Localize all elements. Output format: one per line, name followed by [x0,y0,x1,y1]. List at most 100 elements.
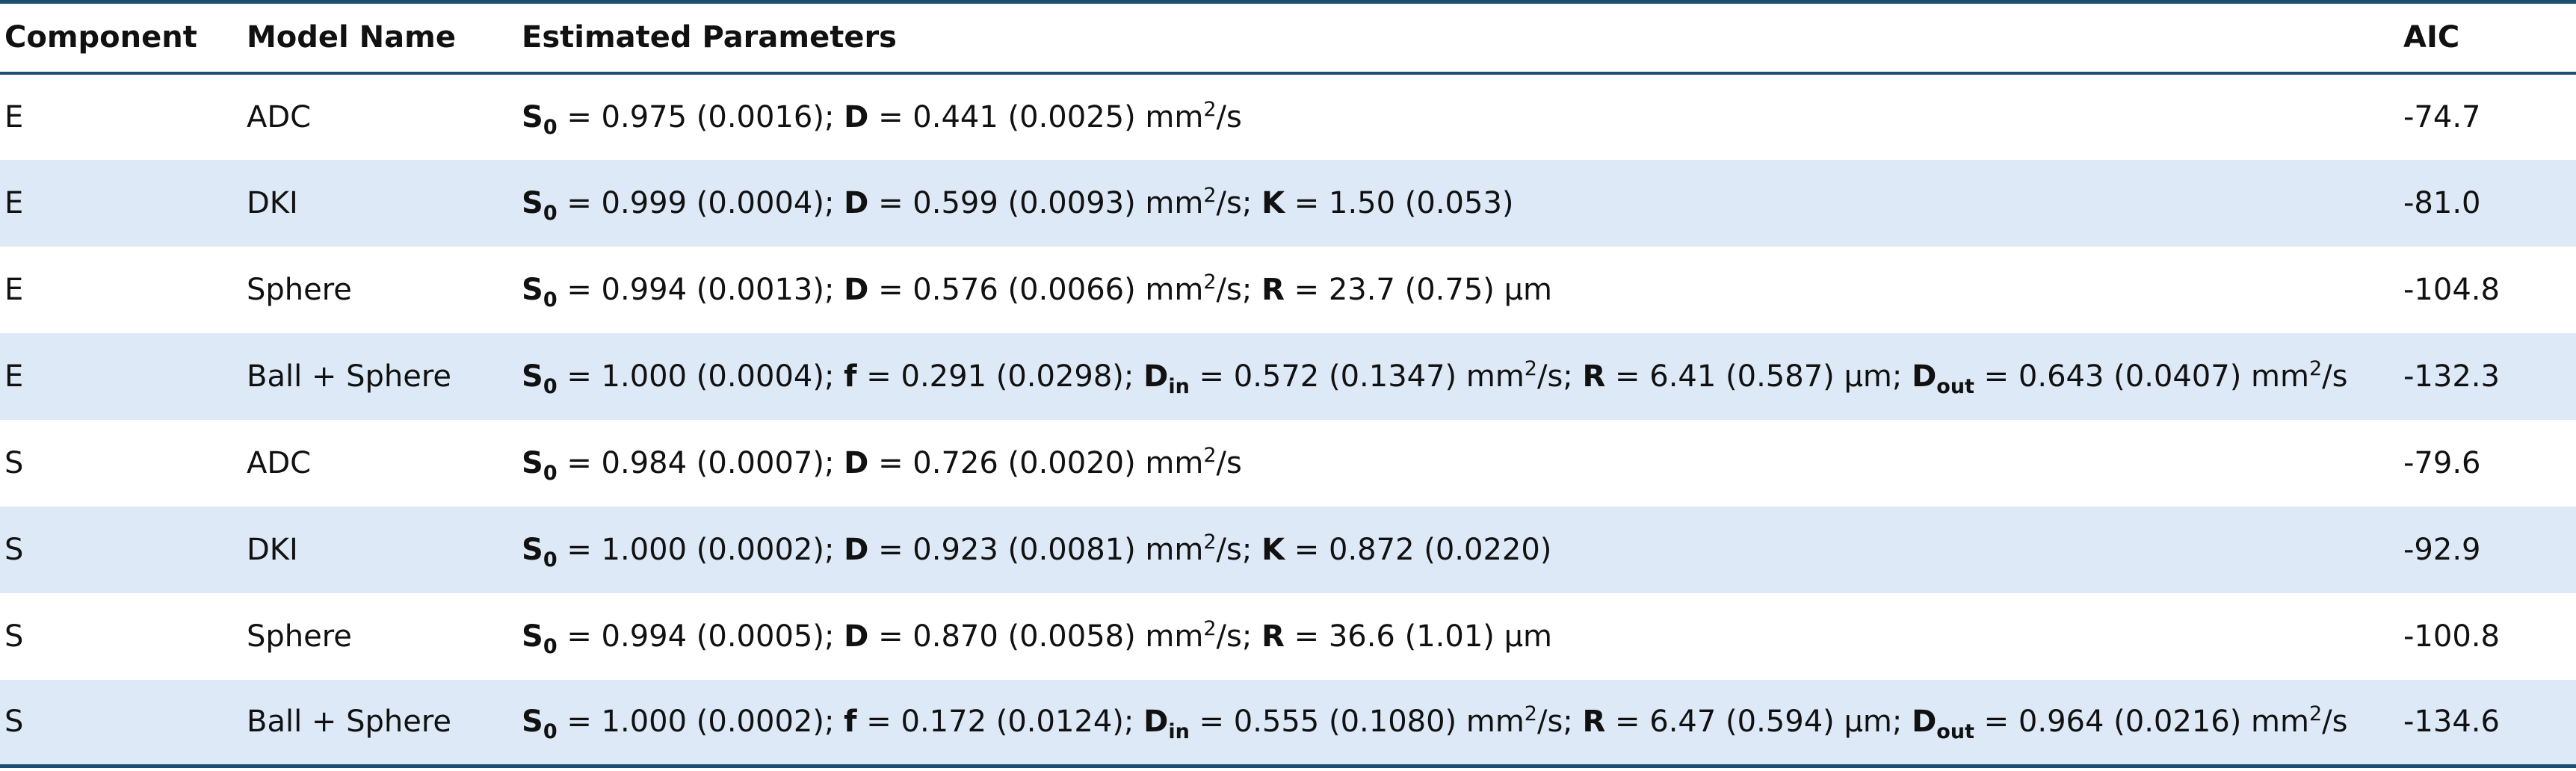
unit-superscript: 2 [2308,702,2323,726]
param-value-text: = 1.50 (0.053) [1285,185,1514,220]
cell-aic: -100.8 [2403,619,2500,654]
cell-estimated-parameters: S0 = 0.994 (0.0005); D = 0.870 (0.0058) … [517,593,2399,680]
unit-superscript: 2 [1203,530,1217,554]
table-row: S DKI S0 = 1.000 (0.0002); D = 0.923 (0.00… [0,506,2576,593]
param-symbol: D [844,100,868,134]
param-value-text: = 0.643 (0.0407) mm [1974,359,2309,394]
param-value-text: = 1.000 (0.0002); [557,532,844,567]
param-symbol: S0 [522,705,557,742]
param-symbol-letter: S [522,445,543,480]
cell-component: E [4,272,24,307]
param-symbol-letter: K [1261,532,1285,567]
param-symbol: Dout [1912,705,1974,742]
cell-model-name: Sphere [247,272,352,307]
cell-component: S [4,619,24,654]
table-row: E Sphere S0 = 0.994 (0.0013); D = 0.576 (0… [0,247,2576,333]
param-value-text: /s [2322,705,2348,740]
param-subscript: out [1936,720,1974,744]
cell-estimated-parameters: S0 = 0.999 (0.0004); D = 0.599 (0.0093) … [517,160,2399,247]
param-value-text: = 0.872 (0.0220) [1285,532,1552,567]
param-symbol-letter: D [844,619,869,654]
param-symbol-letter: S [522,619,543,654]
param-value-text: = 36.6 (1.01) μm [1284,619,1552,654]
param-value-text: /s [1216,99,1242,134]
param-value-text: = 0.726 (0.0020) mm [868,445,1204,480]
cell-aic: -92.9 [2403,532,2481,567]
param-value-text: = 6.41 (0.587) μm; [1605,359,1912,394]
param-symbol: R [1261,273,1285,307]
cell-model-name: ADC [247,99,312,134]
param-value-text: = 1.000 (0.0002); [557,705,844,740]
param-value-text: /s; [1536,359,1583,394]
param-symbol: R [1583,359,1606,394]
param-symbol-letter: D [844,185,869,220]
param-value-text: = 23.7 (0.75) μm [1284,272,1552,307]
header-estimated-parameters: Estimated Parameters [517,0,2399,75]
param-value-text: = 0.572 (0.1347) mm [1189,359,1525,394]
table-header: Component Model Name Estimated Parameter… [0,0,2576,75]
unit-superscript: 2 [2308,356,2323,380]
header-component: Component [0,0,247,75]
table-row: S Ball + Sphere S0 = 1.000 (0.0002); f = 0… [0,679,2576,768]
param-value-text: = 0.555 (0.1080) mm [1189,705,1525,740]
cell-component: S [4,532,24,567]
param-symbol: R [1261,619,1285,654]
param-value-text: = 1.000 (0.0004); [557,359,844,394]
param-symbol: S0 [522,359,557,397]
param-symbol-letter: D [844,99,869,134]
param-symbol-letter: f [844,359,857,394]
table-row: E ADC S0 = 0.975 (0.0016); D = 0.441 (0.00… [0,73,2576,160]
param-symbol-letter: R [1261,619,1285,654]
cell-estimated-parameters: S0 = 0.994 (0.0013); D = 0.576 (0.0066) … [517,247,2399,333]
param-subscript: 0 [543,201,557,225]
param-symbol-letter: R [1582,359,1606,394]
param-subscript: 0 [543,374,557,398]
param-value-text: = 0.964 (0.0216) mm [1974,705,2309,740]
param-value-text: = 0.923 (0.0081) mm [868,532,1204,567]
param-symbol: R [1583,705,1606,739]
param-symbol: D [844,619,868,654]
param-symbol: S0 [522,619,557,657]
cell-estimated-parameters: S0 = 1.000 (0.0004); f = 0.291 (0.0298);… [517,333,2399,420]
param-value-text: /s; [1216,272,1262,307]
param-symbol: D [844,186,868,220]
param-symbol: S0 [522,532,557,570]
param-symbol-letter: D [844,272,869,307]
param-symbol-letter: D [844,532,869,567]
param-value-text: = 0.994 (0.0013); [557,272,844,307]
param-symbol-letter: S [522,532,543,567]
param-subscript: 0 [543,634,557,658]
param-value-text: = 0.994 (0.0005); [557,619,844,654]
param-value-text: /s; [1216,185,1262,220]
param-symbol-letter: S [522,705,543,740]
cell-model-name: Ball + Sphere [247,359,452,394]
cell-aic: -134.6 [2399,679,2576,768]
table-body: E ADC S0 = 0.975 (0.0016); D = 0.441 (0.00… [0,73,2576,768]
param-symbol: Dout [1912,359,1974,397]
param-symbol: D [844,446,868,480]
param-value-text: = 0.870 (0.0058) mm [868,619,1204,654]
param-value-text: /s; [1216,619,1262,654]
unit-superscript: 2 [1203,443,1217,467]
unit-superscript: 2 [1203,270,1217,294]
param-symbol: K [1261,533,1285,567]
param-value-text: /s [2322,359,2348,394]
cell-estimated-parameters: S0 = 0.984 (0.0007); D = 0.726 (0.0020) … [517,420,2399,507]
param-symbol: Din [1143,705,1190,742]
cell-aic: -104.8 [2403,272,2500,307]
param-symbol-letter: D [1143,359,1169,394]
param-value-text: = 0.291 (0.0298); [856,359,1144,394]
table-row: E DKI S0 = 0.999 (0.0004); D = 0.599 (0.00… [0,159,2576,247]
param-symbol: K [1261,186,1285,220]
param-symbol-letter: f [844,705,857,740]
param-value-text: = 0.599 (0.0093) mm [868,185,1204,220]
param-value-text: = 0.172 (0.0124); [856,705,1144,740]
param-subscript: 0 [543,720,557,744]
param-value-text: = 0.576 (0.0066) mm [868,272,1204,307]
cell-estimated-parameters: S0 = 1.000 (0.0002); D = 0.923 (0.0081) … [517,507,2399,593]
param-subscript: 0 [543,548,557,572]
cell-estimated-parameters: S0 = 1.000 (0.0002); f = 0.172 (0.0124);… [517,679,2399,768]
param-value-text: /s; [1216,532,1262,567]
param-subscript: 0 [543,461,557,485]
param-value-text: = 0.984 (0.0007); [557,445,844,480]
